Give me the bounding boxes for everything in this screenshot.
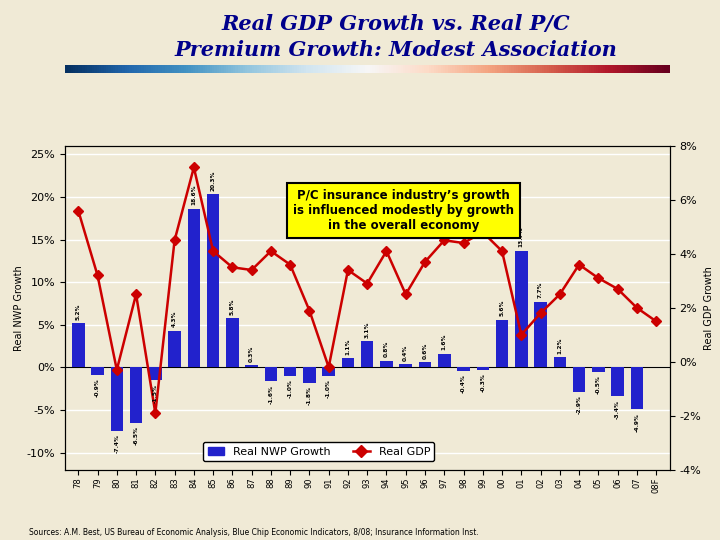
Text: 0.8%: 0.8% [384, 341, 389, 357]
Bar [438, 354, 451, 368]
Text: P/C insurance industry’s growth
is influenced modestly by growth
in the overall : P/C insurance industry’s growth is influ… [293, 189, 514, 232]
Text: 18.6%: 18.6% [192, 185, 197, 206]
Text: -1.8%: -1.8% [307, 386, 312, 405]
Y-axis label: Real NWP Growth: Real NWP Growth [14, 265, 24, 350]
Bar [515, 251, 528, 368]
Text: -0.9%: -0.9% [95, 379, 100, 397]
Bar [400, 364, 412, 368]
Bar [168, 331, 181, 368]
Text: 4.3%: 4.3% [172, 311, 177, 327]
Text: -1.0%: -1.0% [326, 380, 331, 399]
Text: 1.2%: 1.2% [557, 338, 562, 354]
Text: 0.6%: 0.6% [423, 342, 428, 359]
Text: 5.8%: 5.8% [230, 298, 235, 315]
Bar [226, 318, 238, 368]
Bar [265, 368, 277, 381]
Bar [631, 368, 643, 409]
Text: 20.3%: 20.3% [211, 171, 215, 191]
Bar [496, 320, 508, 368]
Bar [592, 368, 605, 372]
Y-axis label: Real GDP Growth: Real GDP Growth [704, 266, 714, 350]
Bar [284, 368, 297, 376]
Bar [111, 368, 123, 430]
Bar [149, 368, 161, 380]
Text: 3.1%: 3.1% [365, 321, 369, 338]
Bar [72, 323, 84, 368]
Bar [361, 341, 374, 368]
Bar [477, 368, 489, 370]
Text: 1.6%: 1.6% [442, 334, 446, 350]
Text: -3.4%: -3.4% [615, 400, 620, 419]
Text: Premium Growth: Modest Association: Premium Growth: Modest Association [175, 40, 617, 60]
Bar [342, 358, 354, 368]
Bar [419, 362, 431, 368]
Bar [303, 368, 315, 383]
Text: -4.9%: -4.9% [634, 413, 639, 431]
Text: -7.4%: -7.4% [114, 434, 120, 453]
Text: -0.4%: -0.4% [461, 374, 466, 393]
Text: -6.5%: -6.5% [134, 426, 138, 445]
Bar [554, 357, 566, 368]
Text: 7.7%: 7.7% [538, 282, 543, 299]
Text: 5.6%: 5.6% [500, 300, 505, 316]
Text: 0.4%: 0.4% [403, 345, 408, 361]
Bar [130, 368, 143, 423]
Text: -1.5%: -1.5% [153, 384, 158, 403]
Text: -0.3%: -0.3% [480, 374, 485, 393]
Text: -1.6%: -1.6% [269, 384, 274, 403]
Text: -2.9%: -2.9% [577, 396, 582, 415]
Text: 5.2%: 5.2% [76, 303, 81, 320]
Bar [611, 368, 624, 396]
Text: Real GDP Growth vs. Real P/C: Real GDP Growth vs. Real P/C [222, 14, 570, 33]
Bar [246, 365, 258, 368]
Bar [457, 368, 469, 371]
Bar [188, 209, 200, 368]
Bar [573, 368, 585, 392]
Text: 13.7%: 13.7% [519, 227, 523, 247]
Text: 0.3%: 0.3% [249, 345, 254, 361]
Bar [380, 361, 392, 368]
Bar [323, 368, 335, 376]
Text: -1.0%: -1.0% [288, 380, 292, 399]
Text: -0.5%: -0.5% [596, 375, 600, 394]
Bar [534, 302, 546, 368]
Bar [207, 194, 220, 368]
Bar [91, 368, 104, 375]
Text: Sources: A.M. Best, US Bureau of Economic Analysis, Blue Chip Economic Indicator: Sources: A.M. Best, US Bureau of Economi… [29, 528, 479, 537]
Text: 1.1%: 1.1% [346, 338, 351, 355]
Legend: Real NWP Growth, Real GDP: Real NWP Growth, Real GDP [203, 442, 434, 461]
